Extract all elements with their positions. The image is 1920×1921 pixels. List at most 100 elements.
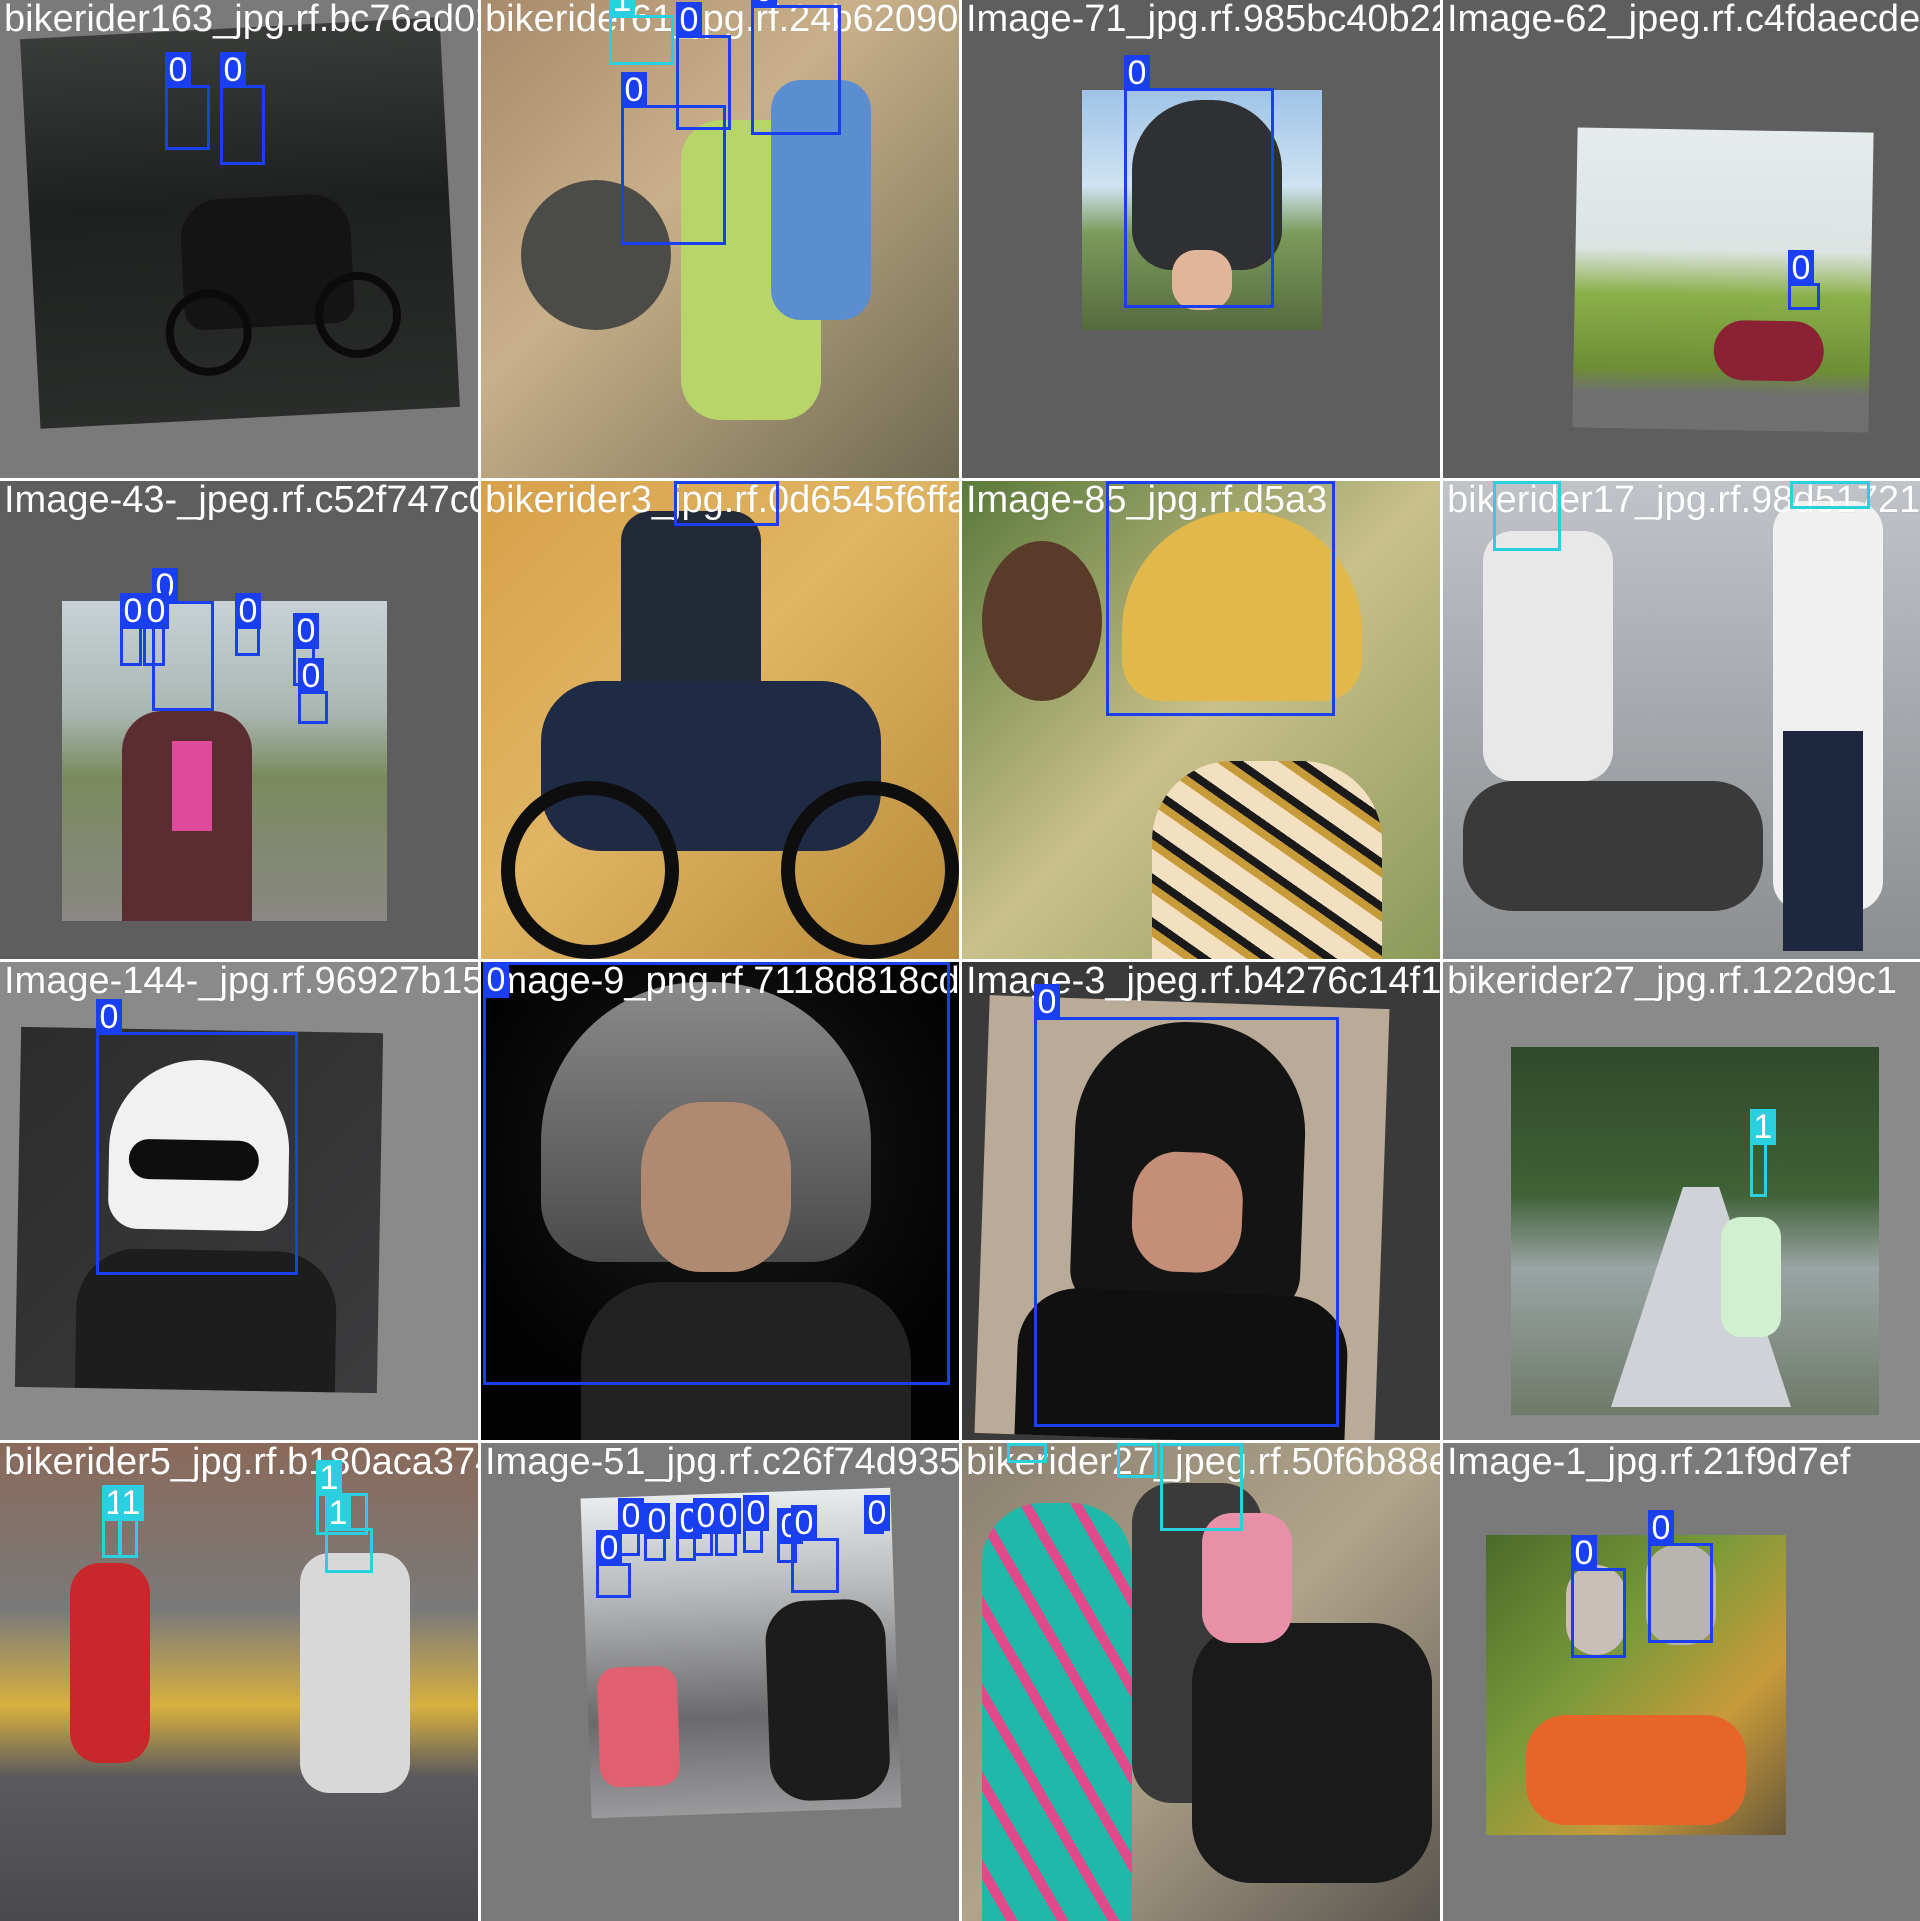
tile-6: bikerider3_jpg.rf.0d6545f6ffa92952 0 [481, 481, 959, 959]
tile-15-box-1: 1 [1007, 1443, 1047, 1463]
tile-2: bikerider61_jpg.rf.24b62090a7ac5745a672 … [481, 0, 959, 478]
tile-6-photo [481, 481, 959, 959]
tile-13: bikerider5_jpg.rf.b180aca374b7ae9861 1 1… [0, 1443, 478, 1921]
class-tag: 0 [120, 593, 146, 629]
tile-14: Image-51_jpg.rf.c26f74d935 0 0 0 0 0 0 0… [481, 1443, 959, 1921]
tile-14-box-3: 0 [644, 1503, 670, 1561]
class-tag: 1 [1007, 1443, 1033, 1446]
tile-16-filename: Image-1_jpg.rf.21f9d7ef [1447, 1443, 1851, 1483]
class-tag: 1 [609, 0, 635, 18]
class-tag: 1 [1160, 1443, 1186, 1446]
tile-2-box-2: 0 [676, 2, 731, 130]
tile-1: bikerider163_jpg.rf.bc76ad028ae0d1a32c9b… [0, 0, 478, 478]
tile-16: Image-1_jpg.rf.21f9d7ef 0 0 [1443, 1443, 1920, 1921]
tile-5-box-2: 0 [120, 593, 146, 666]
tile-12-photo [1511, 1047, 1879, 1415]
tile-8: bikerider17_jpg.rf.98d51721b1e 1 1 [1443, 481, 1920, 959]
tile-12: bikerider27_jpg.rf.122d9c1 1 [1443, 962, 1920, 1440]
tile-15-photo [962, 1443, 1440, 1921]
tile-12-filename: bikerider27_jpg.rf.122d9c1 [1447, 962, 1897, 1002]
tile-6-box-1: 0 [674, 481, 779, 526]
tile-3-filename: Image-71_jpg.rf.985bc40b223af2f6d79ac7 [966, 0, 1440, 40]
tile-9-box-1: 0 [96, 999, 298, 1275]
class-tag: 0 [298, 658, 324, 694]
class-tag: 0 [1124, 55, 1150, 91]
tile-10: Image-9_png.rf.7118d818cd748_ad04a5f82d3… [481, 962, 959, 1440]
class-tag: 0 [596, 1530, 622, 1566]
class-tag: 0 [143, 593, 169, 629]
class-tag: 0 [644, 1503, 670, 1539]
tile-11-box-1: 0 [1034, 984, 1339, 1427]
tile-15: bikerider27_jpeg.rf.50f6b88e7a3223425089… [962, 1443, 1440, 1921]
tile-16-box-2: 0 [1648, 1510, 1713, 1643]
tile-3: Image-71_jpg.rf.985bc40b223af2f6d79ac7 0 [962, 0, 1440, 478]
tile-5-box-1: 0 [152, 568, 214, 711]
tile-13-box-3: 1 [316, 1460, 368, 1535]
tile-4-photo [1572, 127, 1874, 433]
tile-14-box-6: 0 [715, 1498, 741, 1556]
class-tag: 0 [1034, 984, 1060, 1020]
tile-16-box-1: 0 [1571, 1535, 1626, 1658]
tile-2-box-1: 1 [609, 0, 674, 65]
class-tag: 0 [618, 1498, 644, 1534]
tile-13-box-2: 1 [118, 1485, 144, 1558]
class-tag: 1 [1117, 1443, 1143, 1446]
tile-4-filename: Image-62_jpeg.rf.c4fdaecde0 [1447, 0, 1920, 40]
tile-10-box-1: 0 [483, 962, 950, 1385]
class-tag: 0 [1788, 250, 1814, 286]
tile-14-filename: Image-51_jpg.rf.c26f74d935 [485, 1443, 959, 1483]
tile-14-box-5: 0 [693, 1498, 719, 1556]
class-tag: 0 [96, 999, 122, 1035]
tile-7-box-1: 0 [1106, 481, 1335, 716]
tile-9: Image-144-_jpg.rf.96927b15f2f55b42e0f6f3… [0, 962, 478, 1440]
class-tag: 0 [621, 72, 647, 108]
tile-13-photo [0, 1443, 478, 1921]
tile-14-box-10: 0 [864, 1495, 890, 1534]
class-tag: 0 [751, 0, 777, 8]
class-tag: 0 [791, 1505, 817, 1541]
tile-14-box-7: 0 [743, 1495, 769, 1553]
tile-13-box-4: 1 [325, 1495, 373, 1573]
class-tag: 1 [1790, 481, 1816, 484]
tile-12-box-1: 1 [1750, 1109, 1776, 1197]
class-tag: 1 [325, 1495, 351, 1531]
tile-3-box-1: 0 [1124, 55, 1274, 308]
class-tag: 0 [715, 1498, 741, 1534]
tile-8-box-1: 1 [1493, 481, 1561, 551]
class-tag: 0 [674, 481, 700, 484]
class-tag: 1 [1493, 481, 1519, 484]
class-tag: 0 [220, 52, 246, 88]
tile-8-box-2: 1 [1790, 481, 1870, 509]
tile-7-photo [962, 481, 1440, 959]
tile-14-box-2: 0 [618, 1498, 644, 1556]
tile-11: Image-3_jpeg.rf.b4276c14f1a42b0e7373ab 0 [962, 962, 1440, 1440]
tile-2-box-4: 0 [621, 72, 726, 245]
tile-5-box-6: 0 [298, 658, 328, 724]
tile-9-filename: Image-144-_jpg.rf.96927b15f2f55b42e0f6f3… [4, 962, 478, 1002]
class-tag: 0 [165, 52, 191, 88]
tile-1-box-1: 0 [165, 52, 210, 150]
class-tag: 1 [118, 1485, 144, 1521]
class-tag: 0 [483, 962, 509, 998]
class-tag: 0 [864, 1495, 890, 1531]
class-tag: 0 [676, 2, 702, 38]
tile-7: Image-85_jpg.rf.d5a3 0 [962, 481, 1440, 959]
class-tag: 0 [1648, 1510, 1674, 1546]
class-tag: 0 [1571, 1535, 1597, 1571]
class-tag: 0 [693, 1498, 719, 1534]
tile-2-box-3: 0 [751, 0, 841, 135]
class-tag: 1 [316, 1460, 342, 1496]
class-tag: 0 [743, 1495, 769, 1531]
tile-15-box-2: 1 [1117, 1443, 1157, 1478]
class-tag: 0 [293, 613, 319, 649]
tile-4-box-1: 0 [1788, 250, 1820, 310]
class-tag: 0 [235, 593, 261, 629]
class-tag: 1 [1750, 1109, 1776, 1145]
tile-2-photo [481, 0, 959, 478]
tile-5-box-3: 0 [143, 593, 169, 666]
tile-5-box-4: 0 [235, 593, 261, 656]
tile-14-box-9: 0 [791, 1505, 839, 1593]
tile-5-photo [62, 601, 387, 921]
class-tag: 0 [1106, 481, 1132, 484]
